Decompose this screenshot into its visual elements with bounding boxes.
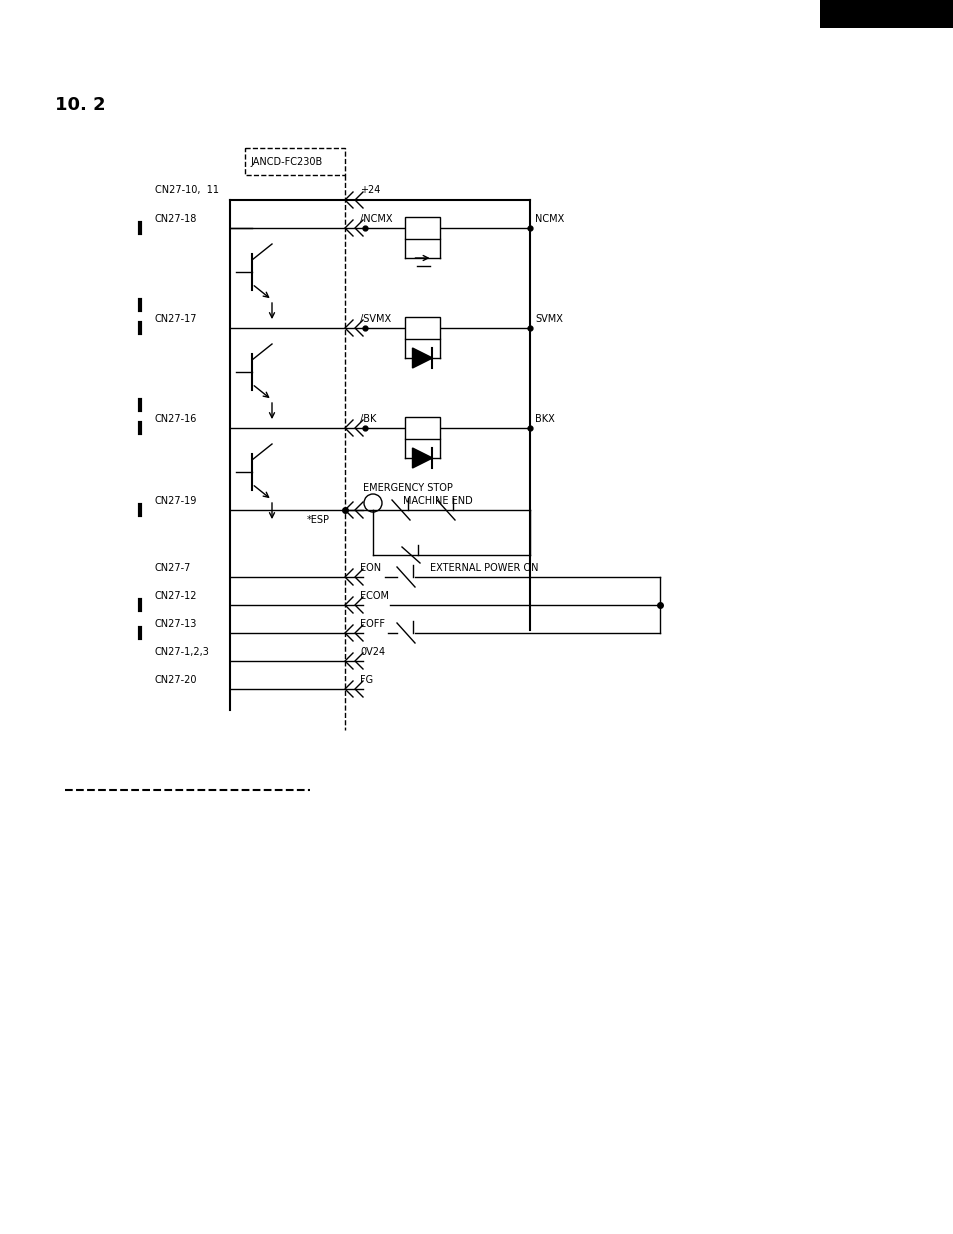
Text: CN27-12: CN27-12 (154, 591, 197, 601)
Text: CN27-18: CN27-18 (154, 213, 197, 225)
Bar (405, 417, 439, 439)
Text: +24: +24 (359, 185, 380, 195)
Text: FG: FG (359, 675, 373, 685)
Text: ECOM: ECOM (359, 591, 389, 601)
Text: CN27-16: CN27-16 (154, 413, 197, 424)
Text: /SVMX: /SVMX (359, 313, 391, 325)
Text: MACHINE END: MACHINE END (402, 496, 473, 506)
Text: SVMX: SVMX (535, 313, 562, 325)
Text: /NCMX: /NCMX (359, 213, 392, 225)
Text: JANCD-FC230B: JANCD-FC230B (250, 157, 322, 167)
Text: CN27-17: CN27-17 (154, 313, 197, 325)
Text: NCMX: NCMX (535, 213, 563, 225)
Text: /BK: /BK (359, 413, 376, 424)
Text: EOFF: EOFF (359, 619, 385, 629)
Bar (405, 317, 439, 339)
Text: 0V24: 0V24 (359, 647, 385, 656)
Text: EMERGENCY STOP: EMERGENCY STOP (363, 482, 453, 494)
Text: *ESP: *ESP (307, 515, 330, 524)
Polygon shape (412, 448, 432, 468)
Text: CN27-1,2,3: CN27-1,2,3 (154, 647, 210, 656)
Text: BKX: BKX (535, 413, 554, 424)
Polygon shape (412, 348, 432, 368)
Text: 10. 2: 10. 2 (55, 96, 106, 114)
Bar (405, 217, 439, 239)
Bar (245, 148, 345, 175)
Text: CN27-13: CN27-13 (154, 619, 197, 629)
Text: CN27-10,  11: CN27-10, 11 (154, 185, 219, 195)
Text: CN27-19: CN27-19 (154, 496, 197, 506)
Text: EON: EON (359, 563, 381, 573)
Bar (820, 0, 953, 28)
Text: CN27-20: CN27-20 (154, 675, 197, 685)
Text: EXTERNAL POWER ON: EXTERNAL POWER ON (430, 563, 537, 573)
Text: CN27-7: CN27-7 (154, 563, 192, 573)
